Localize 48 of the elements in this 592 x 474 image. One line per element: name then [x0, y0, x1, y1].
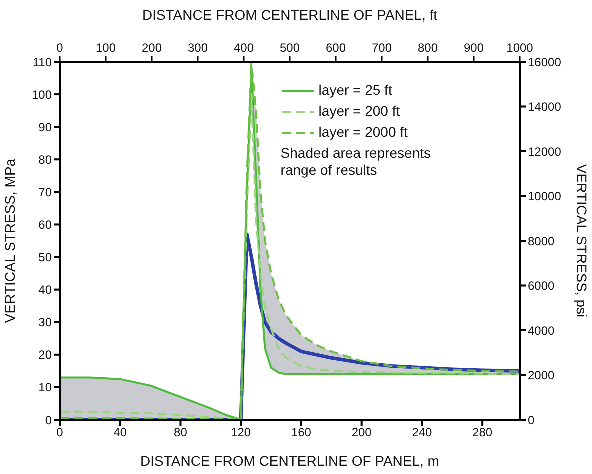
x2-tick-label: 600 [326, 41, 346, 55]
y2-tick-label: 12000 [528, 144, 562, 159]
x-tick-label: 160 [291, 426, 312, 440]
y2-tick-label: 14000 [528, 100, 562, 114]
x-tick-label: 40 [114, 426, 128, 440]
y2-tick-label: 4000 [528, 324, 556, 338]
x2-axis-title: DISTANCE FROM CENTERLINE OF PANEL, ft [142, 7, 438, 23]
x2-tick-label: 0 [56, 41, 64, 55]
x-tick-label: 280 [472, 426, 493, 440]
y2-tick-label: 8000 [528, 234, 556, 248]
x-axis-title: DISTANCE FROM CENTERLINE OF PANEL, m [140, 453, 440, 469]
y-tick-label: 100 [32, 88, 52, 102]
y2-tick-label: 10000 [528, 190, 562, 204]
x2-tick-label: 300 [188, 41, 208, 55]
x-tick-label: 120 [231, 426, 252, 440]
legend-label: layer = 2000 ft [318, 123, 408, 142]
x-tick-label: 200 [352, 426, 372, 440]
x-tick-label: 240 [412, 426, 433, 440]
x2-tick-label: 800 [418, 41, 438, 55]
x2-tick-label: 100 [96, 41, 116, 55]
y-tick-label: 10 [38, 380, 52, 395]
y2-tick-label: 16000 [528, 55, 562, 70]
x2-tick-label: 400 [234, 41, 254, 55]
y-tick-label: 0 [45, 413, 52, 428]
x-tick-label: 0 [56, 426, 64, 440]
legend-label: layer = 25 ft [318, 81, 392, 100]
y-tick-label: 20 [38, 348, 52, 362]
y2-tick-label: 0 [528, 413, 535, 428]
annotation: Shaded area represents range of results [280, 145, 432, 179]
x2-tick-label: 200 [142, 41, 162, 55]
y-axis-title: VERTICAL STRESS, MPa [2, 158, 18, 324]
legend-label: layer = 200 ft [318, 102, 400, 121]
y-tick-label: 80 [38, 152, 52, 167]
y-tick-label: 110 [32, 55, 52, 70]
y-tick-label: 70 [38, 185, 52, 200]
y2-axis-title: VERTICAL STRESS, psi [574, 164, 590, 318]
x-tick-label: 80 [174, 426, 188, 440]
y-tick-label: 40 [38, 283, 52, 298]
y-tick-label: 90 [38, 120, 52, 134]
y2-tick-label: 6000 [528, 279, 556, 294]
y-tick-label: 30 [38, 316, 52, 330]
y-tick-label: 60 [38, 218, 52, 232]
y2-tick-label: 2000 [528, 368, 556, 383]
y-tick-label: 50 [38, 250, 52, 265]
x2-tick-label: 900 [464, 41, 484, 55]
x2-tick-label: 1000 [506, 41, 534, 55]
x2-tick-label: 500 [280, 41, 300, 55]
x2-tick-label: 700 [372, 41, 392, 55]
